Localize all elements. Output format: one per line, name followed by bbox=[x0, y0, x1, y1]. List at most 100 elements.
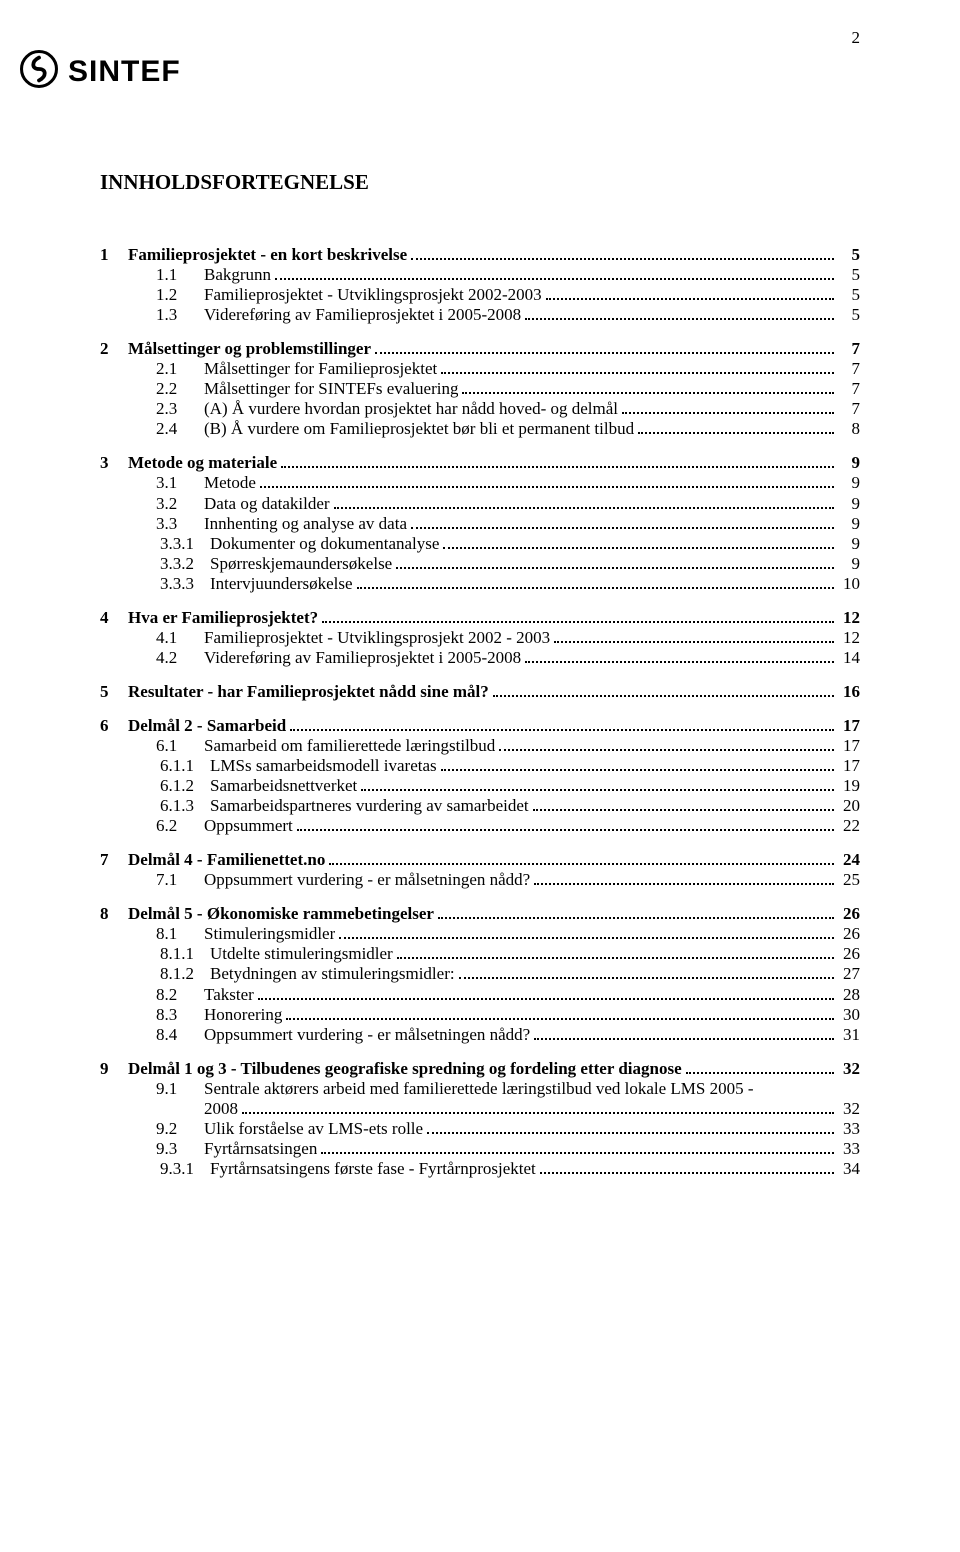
toc-entry-number: 1.2 bbox=[128, 285, 188, 305]
toc-entry-label: Målsettinger og problemstillinger bbox=[128, 339, 371, 359]
toc-dots bbox=[427, 1120, 834, 1134]
toc-entry-page: 12 bbox=[838, 608, 860, 628]
toc-dots bbox=[242, 1100, 834, 1114]
toc-entry-label: Fyrtårnsatsingen bbox=[204, 1139, 317, 1159]
toc-entry-number: 8.2 bbox=[128, 985, 188, 1005]
toc-entry-label: Delmål 2 - Samarbeid bbox=[128, 716, 286, 736]
toc-entry-number: 3.1 bbox=[128, 473, 188, 493]
toc-entry-number: 9.2 bbox=[128, 1119, 188, 1139]
toc-entry-page: 5 bbox=[838, 265, 860, 285]
toc-entry-label: Betydningen av stimuleringsmidler: bbox=[210, 964, 455, 984]
toc-entry-number: 8 bbox=[100, 904, 128, 924]
toc-dots bbox=[438, 906, 834, 920]
toc-entry-label: Hva er Familieprosjektet? bbox=[128, 608, 318, 628]
toc-dots bbox=[286, 1006, 834, 1020]
toc-entry-page: 32 bbox=[838, 1099, 860, 1119]
toc-entry-label: Målsettinger for SINTEFs evaluering bbox=[204, 379, 458, 399]
toc-entry: 3.1 Metode 9 bbox=[100, 473, 860, 493]
toc-entry-page: 9 bbox=[838, 494, 860, 514]
toc-entry: 1.2Familieprosjektet - Utviklingsprosjek… bbox=[100, 285, 860, 305]
toc-entry-number: 8.1.1 bbox=[160, 944, 194, 964]
toc-dots bbox=[462, 381, 834, 395]
toc-entry-number: 7.1 bbox=[128, 870, 188, 890]
toc-entry-number: 5 bbox=[100, 682, 128, 702]
toc-entry-label: Delmål 1 og 3 - Tilbudenes geografiske s… bbox=[128, 1059, 682, 1079]
toc-entry: 2.1Målsettinger for Familieprosjektet7 bbox=[100, 359, 860, 379]
toc-entry-label: (B) Å vurdere om Familieprosjektet bør b… bbox=[204, 419, 634, 439]
toc-entry: 6.1Samarbeid om familierettede læringsti… bbox=[100, 736, 860, 756]
toc-entry-label: Delmål 5 - Økonomiske rammebetingelser bbox=[128, 904, 434, 924]
toc-entry: 3.3.2Spørreskjemaundersøkelse9 bbox=[100, 554, 860, 574]
toc-entry: 2.3(A) Å vurdere hvordan prosjektet har … bbox=[100, 399, 860, 419]
toc-entry: 3.3.1Dokumenter og dokumentanalyse9 bbox=[100, 534, 860, 554]
toc-entry-number: 6.2 bbox=[128, 816, 188, 836]
toc-entry-label: Takster bbox=[204, 985, 254, 1005]
toc-entry-page: 9 bbox=[838, 473, 860, 493]
toc-dots bbox=[290, 717, 834, 731]
toc-entry-page: 9 bbox=[838, 534, 860, 554]
toc-entry-label: Fyrtårnsatsingens første fase - Fyrtårnp… bbox=[210, 1159, 536, 1179]
toc-entry-number: 6.1.3 bbox=[160, 796, 194, 816]
toc-entry-label: Ulik forståelse av LMS-ets rolle bbox=[204, 1119, 423, 1139]
toc-entry-label: Oppsummert vurdering - er målsetningen n… bbox=[204, 1025, 530, 1045]
toc-dots bbox=[275, 266, 834, 280]
toc-entry-page: 9 bbox=[838, 514, 860, 534]
toc-dots bbox=[281, 455, 834, 469]
toc-dots bbox=[361, 777, 834, 791]
toc-dots bbox=[459, 966, 834, 980]
toc-section: 6Delmål 2 - Samarbeid 176.1Samarbeid om f… bbox=[100, 716, 860, 836]
toc-entry-page: 7 bbox=[838, 399, 860, 419]
toc-entry-number: 9 bbox=[100, 1059, 128, 1079]
toc-entry-page: 33 bbox=[838, 1119, 860, 1139]
toc-entry-page: 24 bbox=[838, 850, 860, 870]
toc-dots bbox=[534, 1026, 834, 1040]
toc-entry-page: 33 bbox=[838, 1139, 860, 1159]
toc-entry-page: 10 bbox=[838, 574, 860, 594]
toc-entry-label: Metode bbox=[204, 473, 256, 493]
toc-entry-page: 20 bbox=[838, 796, 860, 816]
toc-entry-number: 3.3 bbox=[128, 514, 188, 534]
toc-entry-label: Oppsummert bbox=[204, 816, 293, 836]
toc-entry: 5Resultater - har Familieprosjektet nådd… bbox=[100, 682, 860, 702]
toc-entry-page: 34 bbox=[838, 1159, 860, 1179]
toc-entry-page: 17 bbox=[838, 716, 860, 736]
toc-entry-number: 1.3 bbox=[128, 305, 188, 325]
toc-entry-page: 9 bbox=[838, 554, 860, 574]
toc-entry-number: 6.1.2 bbox=[160, 776, 194, 796]
toc-entry: 4Hva er Familieprosjektet?12 bbox=[100, 608, 860, 628]
toc-entry-number: 4.2 bbox=[128, 648, 188, 668]
toc-dots bbox=[525, 307, 834, 321]
toc-entry: 3Metode og materiale9 bbox=[100, 453, 860, 473]
toc-entry-number: 8.4 bbox=[128, 1025, 188, 1045]
toc-entry-label: 2008 bbox=[204, 1099, 238, 1119]
toc-dots bbox=[334, 495, 834, 509]
toc-entry-number: 9.3.1 bbox=[160, 1159, 194, 1179]
toc-entry-label: LMSs samarbeidsmodell ivaretas bbox=[210, 756, 437, 776]
toc-entry: 9.3 Fyrtårnsatsingen 33 bbox=[100, 1139, 860, 1159]
toc-entry: 8.3Honorering30 bbox=[100, 1005, 860, 1025]
toc-entry: 3.3.3 Intervjuundersøkelse 10 bbox=[100, 574, 860, 594]
toc-entry-label: Intervjuundersøkelse bbox=[210, 574, 353, 594]
toc-entry-number: 3.3.1 bbox=[160, 534, 194, 554]
toc-entry-number: 7 bbox=[100, 850, 128, 870]
toc-entry-number: 9.3 bbox=[128, 1139, 188, 1159]
toc-dots bbox=[533, 798, 834, 812]
toc-entry: 7Delmål 4 - Familienettet.no24 bbox=[100, 850, 860, 870]
toc-entry-page: 12 bbox=[838, 628, 860, 648]
toc-entry-label: Samarbeidsnettverket bbox=[210, 776, 357, 796]
toc-entry-page: 5 bbox=[838, 245, 860, 265]
toc-entry-page: 32 bbox=[838, 1059, 860, 1079]
toc-dots bbox=[622, 401, 834, 415]
toc-entry-page: 17 bbox=[838, 736, 860, 756]
toc-entry-page: 28 bbox=[838, 985, 860, 1005]
toc-entry-number: 6 bbox=[100, 716, 128, 736]
toc-entry-label: Samarbeid om familierettede læringstilbu… bbox=[204, 736, 495, 756]
toc-entry-number: 3.3.3 bbox=[160, 574, 194, 594]
toc-entry-page: 9 bbox=[838, 453, 860, 473]
toc-section: 7Delmål 4 - Familienettet.no247.1Oppsumm… bbox=[100, 850, 860, 890]
toc-dots bbox=[499, 737, 834, 751]
toc-entry: 9Delmål 1 og 3 - Tilbudenes geografiske … bbox=[100, 1059, 860, 1079]
logo-icon bbox=[20, 50, 58, 93]
toc-entry: 2Målsettinger og problemstillinger7 bbox=[100, 339, 860, 359]
toc-entry-label: Data og datakilder bbox=[204, 494, 330, 514]
